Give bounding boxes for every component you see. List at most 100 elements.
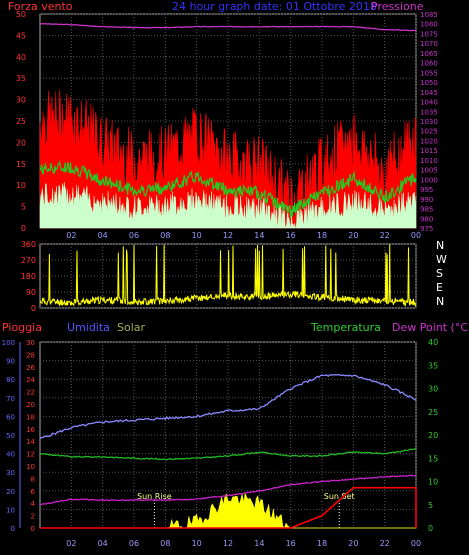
y-tick-label: 15 <box>16 160 26 169</box>
x-tick-label: 14 <box>254 539 264 548</box>
temperature-tick-label: 25 <box>428 408 438 417</box>
x-tick-label: 16 <box>286 231 296 240</box>
rain-tick-label: 10 <box>26 463 35 471</box>
humidity-label: Umidita <box>67 321 110 334</box>
temperature-label: Temperatura <box>310 321 381 334</box>
pressure-tick-label: 975 <box>420 225 433 233</box>
temperature-tick-label: 30 <box>428 385 438 394</box>
rain-tick-label: 30 <box>26 339 35 347</box>
rain-tick-label: 8 <box>31 475 35 483</box>
x-tick-label: 00 <box>411 539 421 548</box>
x-tick-label: 14 <box>254 231 264 240</box>
humidity-tick-label: 80 <box>6 376 15 384</box>
dewpoint-series <box>39 474 417 506</box>
wind-axis-title: Forza vento <box>8 0 73 13</box>
x-tick-label: 12 <box>223 231 233 240</box>
y-tick-label: 50 <box>16 10 26 19</box>
pressure-axis-title: Pressione <box>371 0 424 13</box>
humidity-tick-label: 60 <box>6 413 15 421</box>
pressure-tick-label: 1015 <box>420 147 438 155</box>
rain-tick-label: 6 <box>31 488 36 496</box>
y-tick-label: 25 <box>16 117 26 126</box>
x-tick-label: 10 <box>192 539 202 548</box>
rain-tick-label: 16 <box>26 426 35 434</box>
wind-speed-series <box>39 160 417 218</box>
y-tick-label: 35 <box>16 74 26 83</box>
x-tick-label: 22 <box>380 539 390 548</box>
pressure-tick-label: 980 <box>420 215 433 223</box>
x-tick-label: 12 <box>223 539 233 548</box>
y-tick-label: 10 <box>16 181 26 190</box>
x-tick-label: 20 <box>348 539 358 548</box>
y-tick-label: 20 <box>16 138 26 147</box>
humidity-temp-rain-panel: 1009080706050403020100302826242220181614… <box>2 338 439 548</box>
compass-label: W <box>436 253 447 266</box>
x-tick-label: 00 <box>411 231 421 240</box>
x-tick-label: 20 <box>348 231 358 240</box>
x-tick-label: 10 <box>192 231 202 240</box>
temperature-tick-label: 5 <box>428 501 433 510</box>
temperature-tick-label: 40 <box>428 338 438 347</box>
wind-pressure-panel: 5045403530252015105010851080107510701065… <box>16 10 438 240</box>
rain-tick-label: 2 <box>31 513 35 521</box>
pressure-tick-label: 995 <box>420 186 433 194</box>
pressure-series <box>39 22 417 32</box>
x-tick-label: 04 <box>98 539 108 548</box>
humidity-tick-label: 30 <box>6 469 15 477</box>
pressure-tick-label: 1025 <box>420 128 438 136</box>
rain-tick-label: 24 <box>26 376 35 384</box>
temperature-tick-label: 10 <box>428 478 438 487</box>
rain-tick-label: 22 <box>26 389 35 397</box>
y-tick-label: 45 <box>16 31 26 40</box>
rain-tick-label: 26 <box>26 364 35 372</box>
temperature-tick-label: 35 <box>428 361 438 370</box>
pressure-tick-label: 985 <box>420 206 433 214</box>
chart-title: 24 hour graph date: 01 Ottobre 2018 <box>172 0 377 13</box>
rain-tick-label: 18 <box>26 413 35 421</box>
rain-tick-label: 14 <box>26 438 35 446</box>
temperature-tick-label: 20 <box>428 431 438 440</box>
sunset-label: Sun Set <box>324 492 355 501</box>
x-tick-label: 16 <box>286 539 296 548</box>
y-tick-label: 180 <box>21 272 36 281</box>
x-tick-label: 06 <box>129 539 139 548</box>
pressure-tick-label: 1000 <box>420 176 438 184</box>
x-tick-label: 18 <box>317 231 327 240</box>
wind-direction-series <box>39 244 417 307</box>
compass-label: S <box>436 267 443 280</box>
pressure-tick-label: 1055 <box>420 69 438 77</box>
pressure-tick-label: 1020 <box>420 137 438 145</box>
temperature-tick-label: 15 <box>428 454 438 463</box>
pressure-tick-label: 990 <box>420 196 433 204</box>
compass-label: E <box>436 281 443 294</box>
y-tick-label: 90 <box>26 288 36 297</box>
humidity-tick-label: 100 <box>2 339 15 347</box>
pressure-tick-label: 1010 <box>420 157 438 165</box>
pressure-tick-label: 1035 <box>420 108 438 116</box>
temperature-tick-label: 0 <box>428 524 433 533</box>
pressure-tick-label: 1005 <box>420 167 438 175</box>
y-tick-label: 270 <box>21 256 36 265</box>
y-tick-label: 5 <box>21 203 26 212</box>
y-tick-label: 40 <box>16 53 26 62</box>
pressure-tick-label: 1075 <box>420 30 438 38</box>
pressure-tick-label: 1030 <box>420 118 438 126</box>
rain-tick-label: 0 <box>31 525 35 533</box>
pressure-tick-label: 1085 <box>420 11 438 19</box>
x-tick-label: 04 <box>98 231 108 240</box>
humidity-tick-label: 40 <box>6 451 15 459</box>
pressure-tick-label: 1070 <box>420 40 438 48</box>
x-tick-label: 02 <box>66 539 76 548</box>
compass-label: N <box>436 239 444 252</box>
y-tick-label: 30 <box>16 96 26 105</box>
humidity-tick-label: 0 <box>11 525 15 533</box>
y-tick-label: 0 <box>31 304 36 313</box>
compass-label: N <box>436 295 444 308</box>
rain-tick-label: 20 <box>26 401 35 409</box>
x-tick-label: 02 <box>66 231 76 240</box>
x-tick-label: 08 <box>160 231 170 240</box>
wind-low-series <box>39 182 417 229</box>
humidity-tick-label: 20 <box>6 488 15 496</box>
temperature-series <box>39 448 417 461</box>
